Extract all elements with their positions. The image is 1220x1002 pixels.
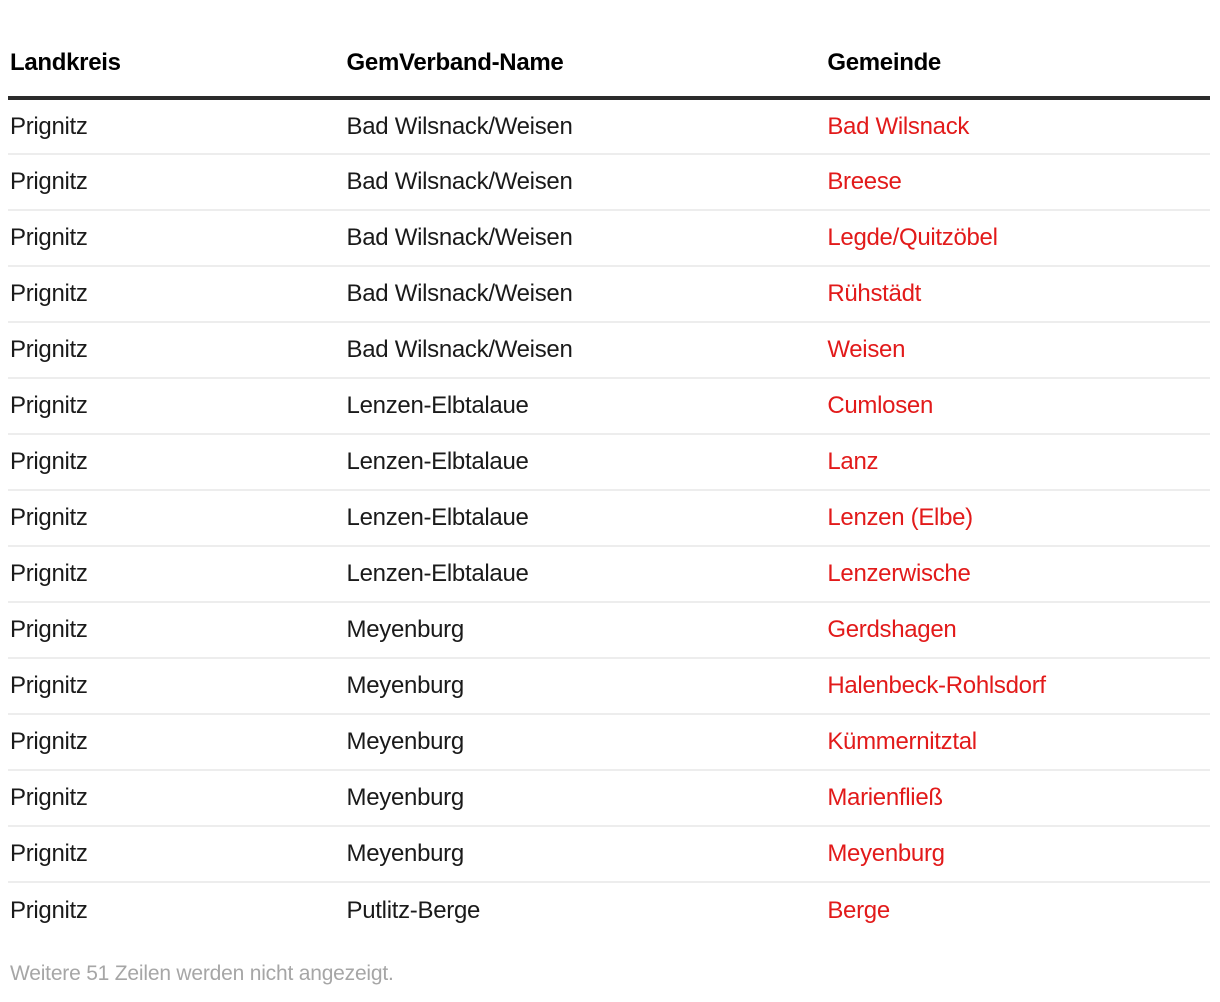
table-row: Prignitz Bad Wilsnack/Weisen Weisen <box>8 322 1210 379</box>
cell-gemverband-name: Bad Wilsnack/Weisen <box>344 154 826 211</box>
table-row: Prignitz Lenzen-Elbtalaue Lenzen (Elbe) <box>8 490 1210 547</box>
cell-landkreis: Prignitz <box>8 770 345 827</box>
column-header-gemeinde: Gemeinde <box>825 0 1210 100</box>
cell-landkreis: Prignitz <box>10 896 88 924</box>
gemeinde-link[interactable]: Lenzen (Elbe) <box>827 504 973 531</box>
cell-gemeinde: Halenbeck-Rohlsdorf <box>825 658 1210 715</box>
table-row: Prignitz Bad Wilsnack/Weisen Bad Wilsnack <box>8 98 1210 155</box>
cell-gemverband-name: Bad Wilsnack/Weisen <box>344 98 826 155</box>
table-row: Prignitz Bad Wilsnack/Weisen Breese <box>8 154 1210 211</box>
cell-gemeinde: Lenzen (Elbe) <box>825 490 1210 547</box>
gemeinde-link[interactable]: Cumlosen <box>827 392 933 419</box>
table-row: Prignitz Lenzen-Elbtalaue Lanz <box>8 434 1210 491</box>
cell-gemverband-name: Meyenburg <box>344 658 826 715</box>
cell-gemverband-name: Bad Wilsnack/Weisen <box>344 266 826 323</box>
cell-landkreis: Prignitz <box>8 210 345 267</box>
cell-gemeinde: Rühstädt <box>825 266 1210 323</box>
cell-landkreis: Prignitz <box>8 378 345 435</box>
cell-gemeinde: Marienfließ <box>825 770 1210 827</box>
table-row: Prignitz Meyenburg Marienfließ <box>8 770 1210 827</box>
cell-gemverband-name: Lenzen-Elbtalaue <box>344 546 826 603</box>
header-row: Landkreis GemVerband-Name Gemeinde <box>8 0 1210 100</box>
table-row: Prignitz Lenzen-Elbtalaue Cumlosen <box>8 378 1210 435</box>
cell-landkreis: Prignitz <box>8 98 345 155</box>
table-body: Prignitz Bad Wilsnack/Weisen Bad Wilsnack P… <box>8 98 1210 938</box>
cell-gemeinde: Bad Wilsnack <box>825 98 1210 155</box>
gemeinde-link[interactable]: Breese <box>827 168 902 195</box>
cell-gemeinde: Gerdshagen <box>825 602 1210 659</box>
cell-landkreis: Prignitz <box>8 826 345 883</box>
column-header-landkreis: Landkreis <box>8 0 345 100</box>
cell-gemeinde: Meyenburg <box>825 826 1210 883</box>
cell-gemverband-name: Meyenburg <box>344 602 826 659</box>
table-row: Prignitz Meyenburg Gerdshagen <box>8 602 1210 659</box>
cell-gemverband-name: Lenzen-Elbtalaue <box>344 490 826 547</box>
gemeinde-link[interactable]: Halenbeck-Rohlsdorf <box>827 672 1046 699</box>
cell-gemverband-name: Bad Wilsnack/Weisen <box>344 210 826 267</box>
table-row: Prignitz Putlitz-Berge Berge <box>8 882 1210 938</box>
table-row: Prignitz Bad Wilsnack/Weisen Rühstädt <box>8 266 1210 323</box>
gemeinde-link[interactable]: Lanz <box>827 448 879 475</box>
gemeinde-link[interactable]: Berge <box>827 896 890 924</box>
gemeinde-link[interactable]: Legde/Quitzöbel <box>827 224 998 251</box>
footer-note: Weitere 51 Zeilen werden nicht angezeigt… <box>10 962 394 985</box>
table-row: Prignitz Lenzen-Elbtalaue Lenzerwische <box>8 546 1210 603</box>
cell-gemeinde: Cumlosen <box>825 378 1210 435</box>
table-row: Prignitz Meyenburg Halenbeck-Rohlsdorf <box>8 658 1210 715</box>
cell-landkreis: Prignitz <box>8 266 345 323</box>
cell-landkreis: Prignitz <box>8 658 345 715</box>
municipality-table: Landkreis GemVerband-Name Gemeinde Prign… <box>8 0 1210 938</box>
cell-gemverband-name: Meyenburg <box>344 714 826 771</box>
cell-gemeinde: Legde/Quitzöbel <box>825 210 1210 267</box>
cell-gemverband-name: Lenzen-Elbtalaue <box>344 434 826 491</box>
cell-landkreis: Prignitz <box>8 434 345 491</box>
cell-landkreis: Prignitz <box>8 490 345 547</box>
column-header-gemverband-name: GemVerband-Name <box>344 0 826 100</box>
gemeinde-link[interactable]: Rühstädt <box>827 280 922 307</box>
cell-landkreis: Prignitz <box>8 602 345 659</box>
cell-gemeinde: Breese <box>825 154 1210 211</box>
cell-landkreis: Prignitz <box>8 714 345 771</box>
table-row: Prignitz Meyenburg Meyenburg <box>8 826 1210 883</box>
cell-gemverband-name: Lenzen-Elbtalaue <box>344 378 826 435</box>
cell-gemeinde: Berge <box>825 882 1210 938</box>
cell-landkreis: Prignitz <box>8 546 345 603</box>
gemeinde-link[interactable]: Bad Wilsnack <box>827 112 970 140</box>
gemeinde-link[interactable]: Gerdshagen <box>827 616 957 643</box>
cell-gemverband-name: Meyenburg <box>344 770 826 827</box>
cell-gemeinde: Weisen <box>825 322 1210 379</box>
gemeinde-link[interactable]: Marienfließ <box>827 784 943 811</box>
gemeinde-link[interactable]: Kümmernitztal <box>827 728 977 755</box>
cell-gemverband-name: Bad Wilsnack/Weisen <box>344 322 826 379</box>
cell-landkreis: Prignitz <box>8 154 345 211</box>
cell-gemverband-name: Meyenburg <box>344 826 826 883</box>
cell-landkreis: Prignitz <box>8 322 345 379</box>
municipality-table-container: Landkreis GemVerband-Name Gemeinde Prign… <box>8 0 1210 987</box>
cell-gemverband-name: Putlitz-Berge <box>346 896 481 924</box>
table-row: Prignitz Bad Wilsnack/Weisen Legde/Quitzöb… <box>8 210 1210 267</box>
cell-gemeinde: Lanz <box>825 434 1210 491</box>
cell-gemeinde: Lenzerwische <box>825 546 1210 603</box>
cell-gemeinde: Kümmernitztal <box>825 714 1210 771</box>
table-row: Prignitz Meyenburg Kümmernitztal <box>8 714 1210 771</box>
gemeinde-link[interactable]: Meyenburg <box>827 840 945 867</box>
table-header: Landkreis GemVerband-Name Gemeinde <box>8 0 1210 100</box>
gemeinde-link[interactable]: Weisen <box>827 336 906 363</box>
gemeinde-link[interactable]: Lenzerwische <box>827 560 971 587</box>
